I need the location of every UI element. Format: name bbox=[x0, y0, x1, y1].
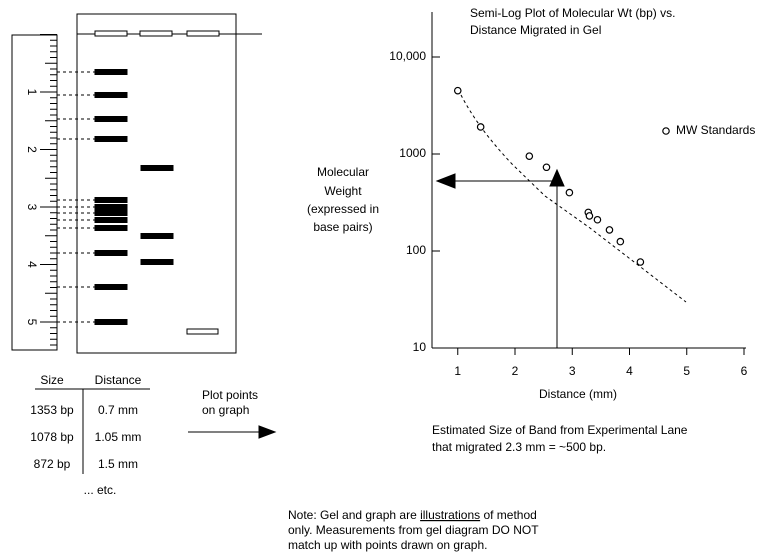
x-tick-label: 6 bbox=[741, 364, 748, 378]
band bbox=[186, 328, 219, 335]
table-cell: 0.7 mm bbox=[98, 403, 138, 417]
table-cell: 872 bp bbox=[34, 457, 71, 471]
band bbox=[94, 284, 128, 290]
legend-label: MW Standards bbox=[676, 123, 755, 137]
band bbox=[94, 319, 128, 325]
x-axis-label: Distance (mm) bbox=[539, 387, 617, 401]
fit-line bbox=[460, 94, 687, 303]
ruler-label: 3 bbox=[25, 204, 39, 211]
table-cell: 1353 bp bbox=[30, 403, 74, 417]
table-cell: 1.05 mm bbox=[95, 430, 142, 444]
ruler-label: 4 bbox=[25, 261, 39, 268]
point bbox=[636, 258, 645, 266]
gel-bands: 1 2 3 4 5 bbox=[25, 30, 220, 346]
y-tick-label: 10 bbox=[413, 340, 427, 354]
band bbox=[94, 250, 128, 256]
well bbox=[139, 30, 173, 37]
note-text: Note: Gel and graph are bbox=[288, 508, 420, 522]
x-tick-label: 5 bbox=[683, 364, 690, 378]
band bbox=[94, 225, 128, 231]
band bbox=[94, 197, 128, 203]
y-axis-label: Weight bbox=[324, 184, 362, 198]
point bbox=[593, 215, 602, 224]
band bbox=[94, 116, 128, 122]
band bbox=[140, 259, 174, 265]
point bbox=[616, 237, 625, 246]
arrow-head bbox=[258, 425, 277, 439]
band bbox=[94, 204, 128, 210]
band bbox=[140, 233, 174, 239]
point bbox=[565, 188, 574, 197]
y-axis-label: Molecular bbox=[317, 165, 369, 179]
ruler-label: 1 bbox=[25, 89, 39, 96]
legend-marker bbox=[662, 127, 670, 135]
y-tick-label: 100 bbox=[406, 243, 426, 257]
x-tick-label: 4 bbox=[626, 364, 633, 378]
plot-hint: on graph bbox=[202, 403, 249, 417]
table-cell: 1078 bp bbox=[30, 430, 74, 444]
band bbox=[94, 210, 128, 216]
plot-hint: Plot points bbox=[202, 388, 258, 402]
ruler bbox=[11, 34, 58, 351]
table-more: ... etc. bbox=[84, 483, 117, 497]
ruler-label: 5 bbox=[25, 319, 39, 326]
point bbox=[476, 123, 485, 131]
well bbox=[94, 30, 128, 37]
table-header: Distance bbox=[95, 373, 142, 387]
band bbox=[94, 69, 128, 75]
point bbox=[585, 212, 594, 220]
caption: that migrated 2.3 mm = ~500 bp. bbox=[432, 440, 606, 454]
band bbox=[140, 165, 174, 171]
note: match up with points drawn on graph. bbox=[288, 538, 487, 552]
point bbox=[605, 226, 614, 234]
x-tick-label: 2 bbox=[512, 364, 519, 378]
chart-title: Semi-Log Plot of Molecular Wt (bp) vs. bbox=[470, 6, 675, 20]
note-text: of method bbox=[480, 508, 537, 522]
note: only. Measurements from gel diagram DO N… bbox=[288, 523, 539, 537]
chart: 10 100 1000 10,000 1 2 3 4 5 6 MW Standards bbox=[389, 49, 755, 378]
point bbox=[453, 86, 462, 95]
well bbox=[186, 30, 220, 37]
y-tick-label: 10,000 bbox=[389, 49, 426, 63]
chart-title: Distance Migrated in Gel bbox=[470, 23, 601, 37]
x-tick-label: 3 bbox=[569, 364, 576, 378]
arrow-head bbox=[435, 173, 456, 189]
point bbox=[525, 152, 534, 160]
note-emphasis: illustrations bbox=[420, 508, 480, 522]
band bbox=[94, 92, 128, 98]
y-axis-label: (expressed in bbox=[307, 202, 379, 216]
point bbox=[542, 163, 551, 172]
x-tick-label: 1 bbox=[454, 364, 461, 378]
note: Note: Gel and graph are illustrations of… bbox=[288, 508, 537, 522]
band bbox=[94, 217, 128, 223]
arrow-head bbox=[549, 168, 565, 187]
caption: Estimated Size of Band from Experimental… bbox=[432, 423, 688, 437]
y-axis-label: base pairs) bbox=[313, 220, 372, 234]
y-tick-label: 1000 bbox=[399, 146, 426, 160]
ruler-label: 2 bbox=[25, 146, 39, 153]
band bbox=[94, 136, 128, 142]
table-body: 1353 bp 0.7 mm 1078 bp 1.05 mm 872 bp 1.5 mm bbox=[30, 403, 141, 471]
table-cell: 1.5 mm bbox=[98, 457, 138, 471]
table-header: Size bbox=[40, 373, 64, 387]
gel-box bbox=[76, 13, 237, 354]
